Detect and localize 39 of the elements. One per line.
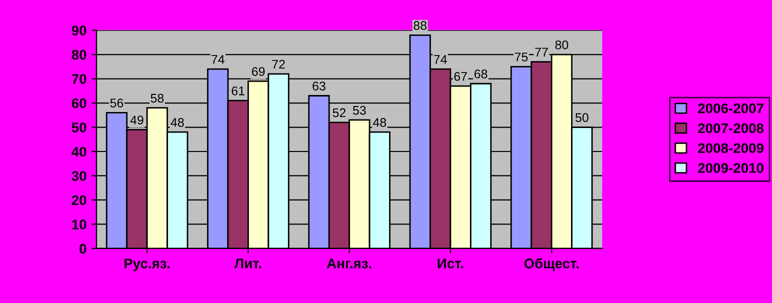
- y-tick-label: 50: [72, 122, 86, 132]
- data-label: 50: [575, 113, 588, 122]
- data-label: 48: [170, 118, 184, 127]
- x-tick-label: Общест.: [524, 258, 579, 272]
- data-label: 68: [474, 70, 488, 78]
- x-tick-label: Ист.: [438, 258, 464, 268]
- data-label: 53: [352, 106, 366, 115]
- x-tick-label: Лит.: [234, 258, 262, 268]
- data-label: 74: [434, 55, 447, 64]
- data-label: 69: [252, 67, 265, 76]
- y-tick-label: 90: [72, 26, 86, 36]
- y-tick-label: 30: [72, 171, 86, 181]
- data-label: 67: [454, 72, 467, 81]
- legend-label: 2007-2008: [698, 123, 764, 134]
- y-tick-label: 80: [72, 50, 86, 60]
- data-label: 80: [555, 40, 568, 50]
- data-label: 58: [150, 94, 164, 103]
- legend-label: 2009-2010: [698, 163, 764, 173]
- y-tick-label: 0: [80, 244, 86, 254]
- data-label: 72: [272, 60, 285, 69]
- data-label: 52: [332, 108, 346, 118]
- data-label: 74: [212, 55, 224, 64]
- y-tick-label: 70: [72, 74, 86, 84]
- y-tick-label: 60: [72, 98, 86, 108]
- y-tick-label: 40: [72, 146, 86, 157]
- y-tick-label: 20: [72, 195, 86, 206]
- data-label: 61: [232, 86, 244, 96]
- data-label: 77: [535, 48, 548, 56]
- data-label: 49: [130, 116, 144, 124]
- data-label: 48: [373, 118, 386, 127]
- x-tick-label: Анг.яз.: [326, 258, 372, 268]
- y-tick-label: 10: [72, 220, 86, 230]
- data-label: 56: [110, 98, 124, 108]
- legend-label: 2008-2009: [698, 143, 764, 154]
- data-label: 63: [312, 82, 326, 90]
- legend-label: 2006-2007: [698, 103, 764, 114]
- data-label: 75: [514, 52, 528, 62]
- x-tick-label: Рус.яз.: [124, 258, 170, 272]
- data-label: 88: [414, 21, 427, 30]
